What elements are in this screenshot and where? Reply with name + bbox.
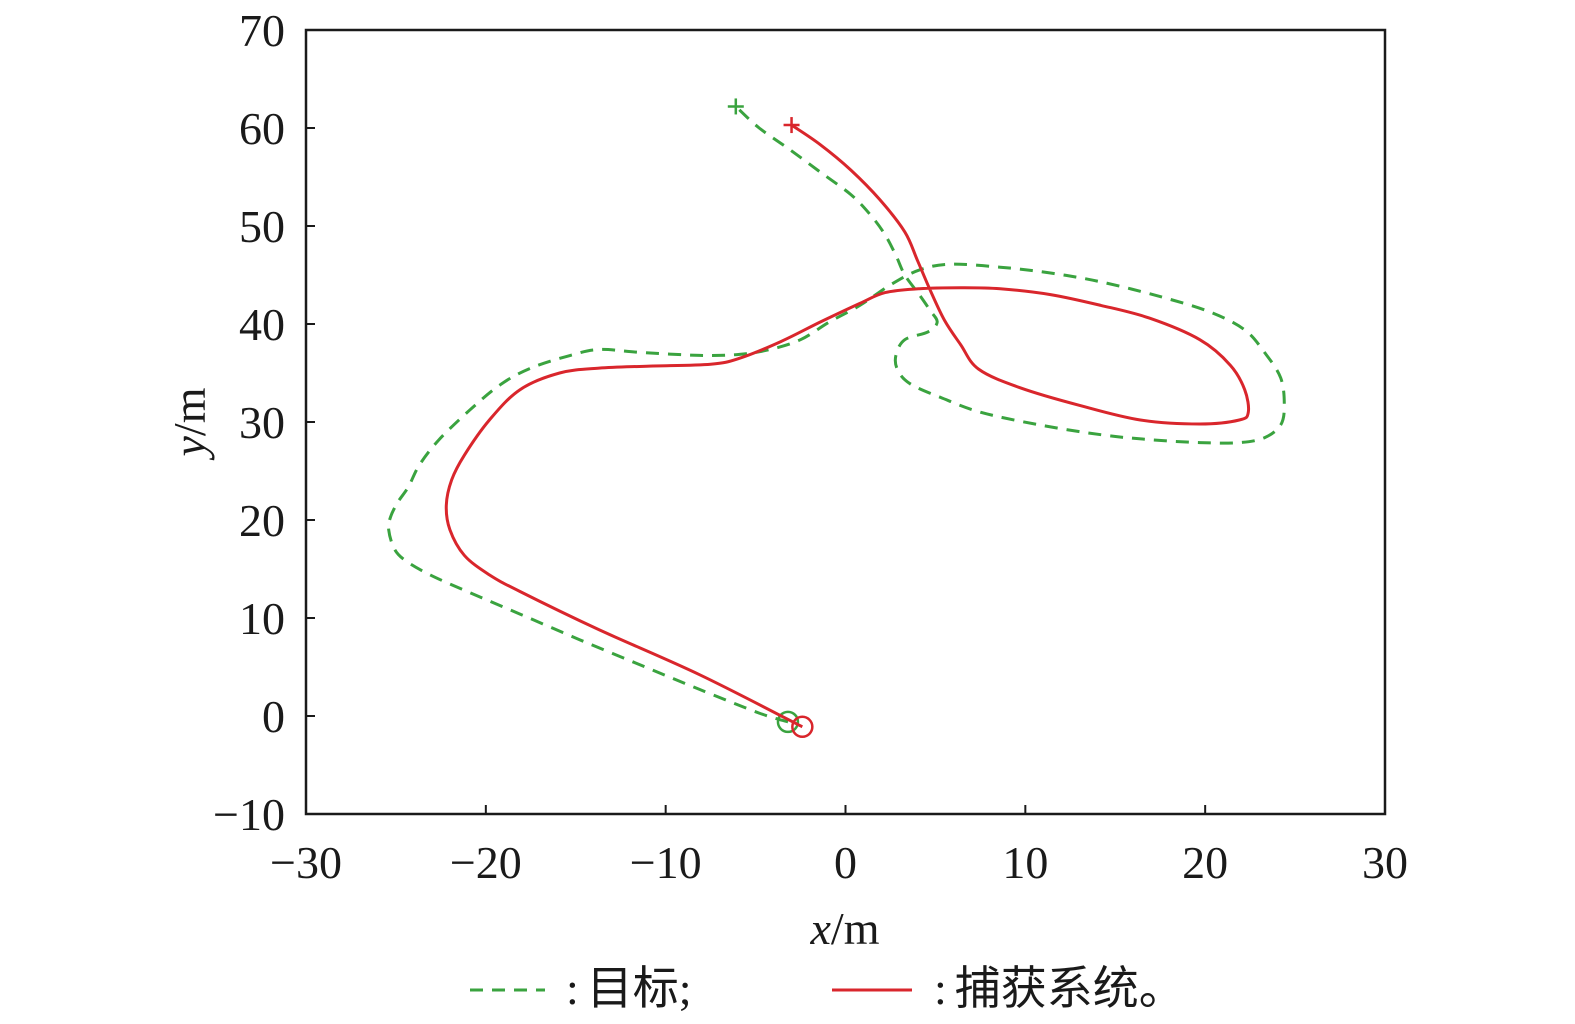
y-tick-label: 50 — [239, 201, 285, 252]
target-trajectory-line — [387, 105, 1286, 724]
x-tick-label: 30 — [1362, 837, 1408, 888]
legend: : 目标; : 捕获系统。 — [470, 963, 1185, 1014]
y-axis-label: y/m — [164, 387, 215, 460]
legend-suffix: 。 — [1139, 963, 1185, 1014]
y-tick-label: 20 — [239, 495, 285, 546]
x-tick-label: −30 — [270, 837, 342, 888]
y-tick-label: 60 — [239, 103, 285, 154]
x-tick-label: 10 — [1002, 837, 1048, 888]
axis-variable: y — [164, 435, 215, 460]
x-tick-label: −10 — [630, 837, 702, 888]
capture-system-trajectory-line — [444, 123, 1251, 729]
legend-item-target: : 目标; — [470, 963, 692, 1014]
series-layer — [387, 98, 1286, 739]
axis-ticks: −30 −20 −10 0 10 20 30 −10 0 10 20 30 40 50 60 70 — [213, 5, 1408, 888]
y-tick-label: 0 — [262, 691, 285, 742]
legend-suffix: ; — [679, 963, 692, 1014]
target-start-marker — [776, 710, 800, 734]
plot-frame — [304, 28, 1387, 816]
axis-variable: x — [810, 903, 832, 954]
x-tick-label: 20 — [1182, 837, 1228, 888]
target-end-marker — [727, 98, 744, 115]
legend-label-target: : 目标; — [566, 963, 692, 1014]
y-tick-label: −10 — [213, 789, 285, 840]
y-tick-label: 70 — [239, 5, 285, 56]
axis-unit: /m — [164, 387, 215, 436]
y-tick-label: 30 — [239, 397, 285, 448]
x-axis-label: x/m — [810, 903, 880, 954]
x-tick-label: −20 — [450, 837, 522, 888]
axis-unit: /m — [831, 903, 880, 954]
legend-series-name: 目标 — [587, 963, 679, 1014]
capture-system-start-marker — [791, 715, 814, 739]
legend-item-capture-system: : 捕获系统。 — [832, 963, 1185, 1014]
x-tick-label: 0 — [834, 837, 857, 888]
y-tick-label: 10 — [239, 593, 285, 644]
legend-prefix: : — [934, 963, 947, 1014]
y-tick-label: 40 — [239, 299, 285, 350]
legend-prefix: : — [566, 963, 579, 1014]
legend-series-name: 捕获系统 — [955, 963, 1139, 1014]
legend-label-capture-system: : 捕获系统。 — [934, 963, 1185, 1014]
capture-system-end-marker — [783, 117, 800, 134]
